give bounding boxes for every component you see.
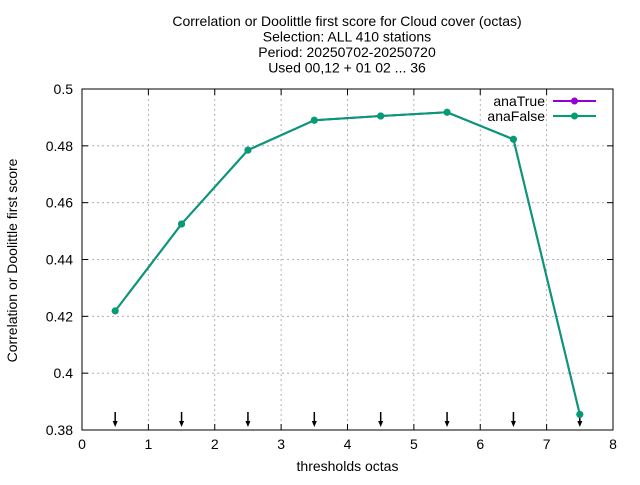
data-point-anaFalse bbox=[377, 112, 385, 120]
arrow-marker bbox=[179, 412, 185, 427]
arrow-marker bbox=[444, 412, 450, 427]
x-tick-label: 2 bbox=[211, 436, 219, 452]
x-tick-label: 5 bbox=[410, 436, 418, 452]
series-line-anaFalse bbox=[114, 111, 581, 415]
y-tick-label: 0.44 bbox=[46, 252, 73, 268]
arrow-marker bbox=[510, 412, 516, 427]
title-line: Period: 20250702-20250720 bbox=[258, 44, 436, 60]
chart-title: Correlation or Doolittle first score for… bbox=[172, 13, 521, 76]
data-point-anaFalse bbox=[443, 108, 451, 116]
x-tick-label: 1 bbox=[144, 436, 152, 452]
x-tick-label: 3 bbox=[277, 436, 285, 452]
title-line: Selection: ALL 410 stations bbox=[263, 29, 431, 45]
data-point-anaFalse bbox=[310, 116, 318, 124]
y-tick-label: 0.48 bbox=[46, 138, 73, 154]
arrow-marker bbox=[112, 412, 118, 427]
x-tick-label: 8 bbox=[609, 436, 617, 452]
legend-marker bbox=[571, 112, 578, 120]
legend-label: anaTrue bbox=[493, 93, 545, 109]
grid bbox=[82, 89, 613, 430]
data-point-anaFalse bbox=[111, 307, 119, 315]
y-tick-label: 0.46 bbox=[46, 195, 73, 211]
x-axis-label: thresholds octas bbox=[297, 458, 399, 474]
x-tick-label: 6 bbox=[476, 436, 484, 452]
x-tick-label: 7 bbox=[543, 436, 551, 452]
y-tick-label: 0.42 bbox=[46, 308, 73, 324]
data-point-anaFalse bbox=[576, 410, 584, 418]
arrow-marker bbox=[245, 412, 251, 427]
data-point-anaFalse bbox=[178, 220, 186, 228]
y-tick-label: 0.38 bbox=[46, 422, 73, 438]
series bbox=[111, 108, 584, 418]
arrow-marker bbox=[311, 412, 317, 427]
arrow-marker bbox=[378, 412, 384, 427]
arrow-markers bbox=[112, 412, 583, 427]
y-axis-label: Correlation or Doolittle first score bbox=[4, 158, 20, 362]
data-point-anaFalse bbox=[244, 146, 252, 154]
legend-label: anaFalse bbox=[487, 108, 545, 124]
legend-marker bbox=[571, 97, 578, 105]
x-tick-label: 4 bbox=[344, 436, 352, 452]
data-point-anaFalse bbox=[509, 135, 517, 143]
x-tick-label: 0 bbox=[78, 436, 86, 452]
y-tick-label: 0.5 bbox=[54, 81, 74, 97]
axis-ticks: 0 1 2 3 4 5 6 7 8 0.38 0.4 0.42 0.44 0.46 0.48 0.5 bbox=[46, 81, 617, 452]
title-line: Used 00,12 + 01 02 ... 36 bbox=[268, 60, 426, 76]
y-tick-label: 0.4 bbox=[54, 365, 74, 381]
title-line: Correlation or Doolittle first score for… bbox=[172, 13, 521, 29]
